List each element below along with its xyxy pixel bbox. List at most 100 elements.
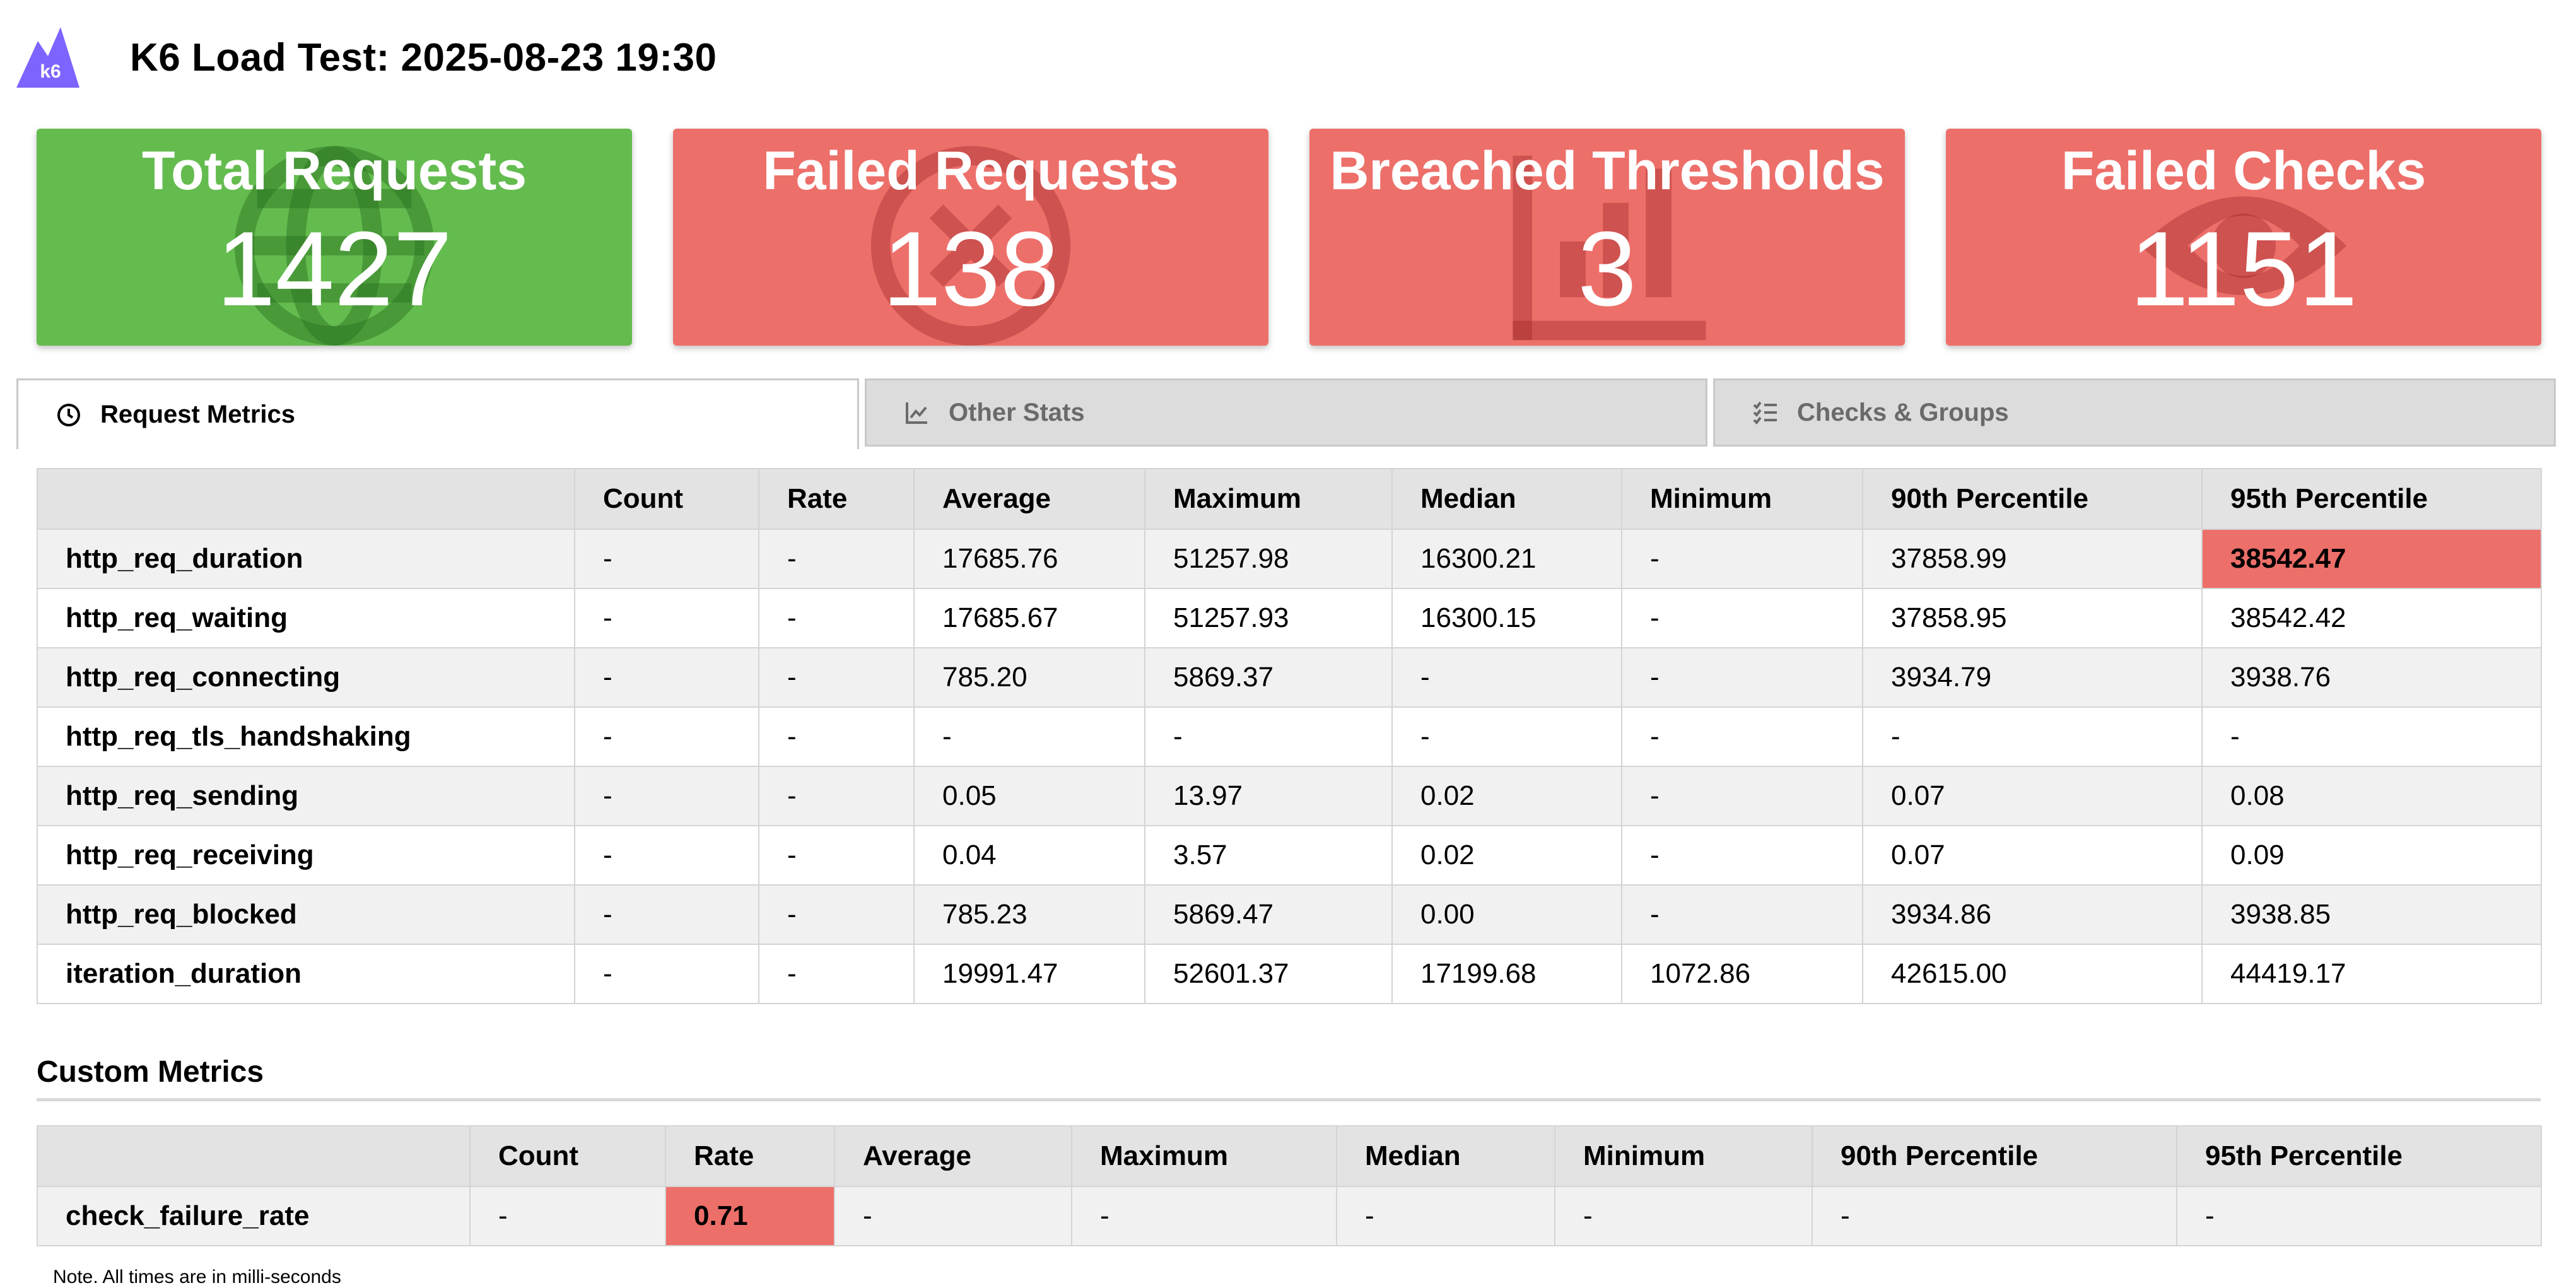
card-failed-requests: Failed Requests 138: [673, 129, 1268, 346]
tab-label: Request Metrics: [100, 401, 295, 428]
metric-value: 3934.86: [1862, 884, 2203, 945]
metric-value: -: [1391, 706, 1622, 767]
metric-value: -: [1621, 884, 1863, 945]
metric-value: -: [1621, 588, 1863, 648]
metric-value: 37858.95: [1862, 588, 2203, 648]
column-header: 90th Percentile: [1812, 1125, 2177, 1187]
metric-value: 38542.42: [2201, 588, 2542, 648]
tab-label: Other Stats: [949, 398, 1085, 426]
metric-value: 16300.21: [1391, 529, 1622, 589]
metric-name: http_req_receiving: [37, 825, 575, 886]
metric-value: -: [758, 825, 915, 886]
metric-name: http_req_connecting: [37, 647, 575, 708]
tab-bar: Request Metrics Other Stats Checks & Gro…: [16, 378, 2556, 449]
metric-value: 42615.00: [1862, 944, 2203, 1004]
metric-value: -: [2176, 1186, 2542, 1246]
eye-icon: [2136, 139, 2351, 346]
metric-value: -: [574, 647, 759, 708]
metric-value: 0.02: [1391, 825, 1622, 886]
metric-value: 44419.17: [2201, 944, 2542, 1004]
metric-value: 17685.67: [913, 588, 1145, 648]
metric-value: -: [758, 529, 915, 589]
metric-value: 0.07: [1862, 825, 2203, 886]
chart-icon: [1500, 139, 1714, 346]
metric-value: -: [1144, 706, 1393, 767]
metric-value: -: [1621, 647, 1863, 708]
metric-name: http_req_duration: [37, 529, 575, 589]
metric-name: iteration_duration: [37, 944, 575, 1004]
column-header: 90th Percentile: [1862, 468, 2203, 530]
card-value: 1427: [216, 209, 452, 328]
column-header: Maximum: [1144, 468, 1393, 530]
metric-value: -: [574, 588, 759, 648]
metric-value: 0.04: [913, 825, 1145, 886]
metric-value: -: [758, 766, 915, 826]
column-header: Average: [913, 468, 1145, 530]
metric-value: 13.97: [1144, 766, 1393, 826]
tab-other-stats[interactable]: Other Stats: [865, 378, 1707, 447]
custom-metrics-heading: Custom Metrics: [37, 1055, 2541, 1101]
metric-value: 17199.68: [1391, 944, 1622, 1004]
tab-request-metrics[interactable]: Request Metrics: [16, 378, 859, 449]
line-chart-icon: [905, 400, 930, 425]
metric-value: -: [574, 706, 759, 767]
metric-value: -: [574, 529, 759, 589]
table-row: http_req_tls_handshaking - - - - - - - -: [37, 706, 2542, 767]
card-value: 138: [882, 209, 1060, 328]
card-title: Failed Requests: [763, 141, 1179, 201]
column-header: Count: [574, 468, 759, 530]
logo-text: k6: [40, 61, 61, 82]
metric-value: -: [2201, 706, 2542, 767]
metric-value: -: [913, 706, 1145, 767]
column-header: Minimum: [1554, 1125, 1813, 1187]
clock-icon: [56, 402, 81, 428]
tab-checks-groups[interactable]: Checks & Groups: [1713, 378, 2556, 447]
metric-value: 52601.37: [1144, 944, 1393, 1004]
column-header: Rate: [665, 1125, 835, 1187]
table-row: http_req_connecting - -785.20 5869.37- -3934…: [37, 647, 2542, 708]
metric-value: 16300.15: [1391, 588, 1622, 648]
metric-value: -: [1554, 1186, 1813, 1246]
metric-value: 5869.37: [1144, 647, 1393, 708]
metric-name: http_req_waiting: [37, 588, 575, 648]
card-title: Breached Thresholds: [1330, 141, 1885, 201]
checklist-icon: [1753, 400, 1778, 425]
column-header: Minimum: [1621, 468, 1863, 530]
metric-value: -: [1621, 825, 1863, 886]
page-title: K6 Load Test: 2025-08-23 19:30: [130, 35, 717, 79]
table-header-row: Count Rate Average Maximum Median Minimum 90th…: [37, 1125, 2542, 1187]
custom-metrics-table: Count Rate Average Maximum Median Minimum 90th…: [37, 1125, 2542, 1246]
metric-value: -: [1621, 529, 1863, 589]
table-row: http_req_sending - -0.05 13.97 0.02-0.07 0.08: [37, 766, 2542, 826]
metric-value: -: [1336, 1186, 1555, 1246]
table-row: iteration_duration - -19991.47 52601.37 1719…: [37, 944, 2542, 1004]
table-row: http_req_duration - -17685.76 51257.98 16300…: [37, 529, 2542, 589]
metric-value: 38542.47: [2201, 529, 2542, 589]
metric-name: http_req_tls_handshaking: [37, 706, 575, 767]
metric-value: -: [758, 944, 915, 1004]
metric-value: -: [758, 588, 915, 648]
times-circle-icon: [864, 139, 1078, 346]
metric-value: -: [1862, 706, 2203, 767]
card-breached-thresholds: Breached Thresholds 3: [1309, 129, 1905, 346]
metric-value: -: [1621, 706, 1863, 767]
metric-value: 0.00: [1391, 884, 1622, 945]
metric-value: 0.08: [2201, 766, 2542, 826]
column-header: 95th Percentile: [2201, 468, 2542, 530]
metric-value: 19991.47: [913, 944, 1145, 1004]
column-header: [37, 1125, 471, 1187]
metric-value: -: [469, 1186, 666, 1246]
metric-value: 5869.47: [1144, 884, 1393, 945]
metric-name: http_req_sending: [37, 766, 575, 826]
column-header: 95th Percentile: [2176, 1125, 2542, 1187]
metric-value: -: [758, 884, 915, 945]
metric-value: -: [574, 944, 759, 1004]
metric-value: -: [574, 766, 759, 826]
column-header: Average: [834, 1125, 1072, 1187]
card-title: Failed Checks: [2061, 141, 2427, 201]
card-title: Total Requests: [141, 141, 527, 201]
summary-cards: Total Requests 1427 Failed Requests 138 …: [37, 129, 2541, 346]
metric-value: -: [834, 1186, 1072, 1246]
metric-value: 51257.93: [1144, 588, 1393, 648]
metric-value: -: [1621, 766, 1863, 826]
